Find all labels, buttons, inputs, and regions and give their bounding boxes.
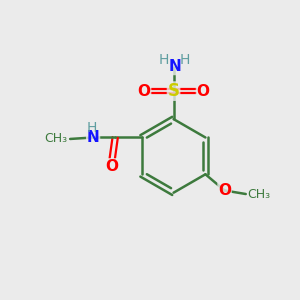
Text: H: H — [86, 121, 97, 135]
Text: CH₃: CH₃ — [247, 188, 270, 200]
Text: S: S — [168, 82, 180, 100]
Text: N: N — [168, 59, 181, 74]
Text: O: O — [196, 84, 209, 99]
Text: H: H — [180, 53, 190, 68]
Text: H: H — [159, 53, 169, 68]
Text: O: O — [138, 84, 151, 99]
Text: CH₃: CH₃ — [45, 133, 68, 146]
Text: N: N — [87, 130, 100, 145]
Text: O: O — [218, 183, 231, 198]
Text: O: O — [106, 159, 119, 174]
